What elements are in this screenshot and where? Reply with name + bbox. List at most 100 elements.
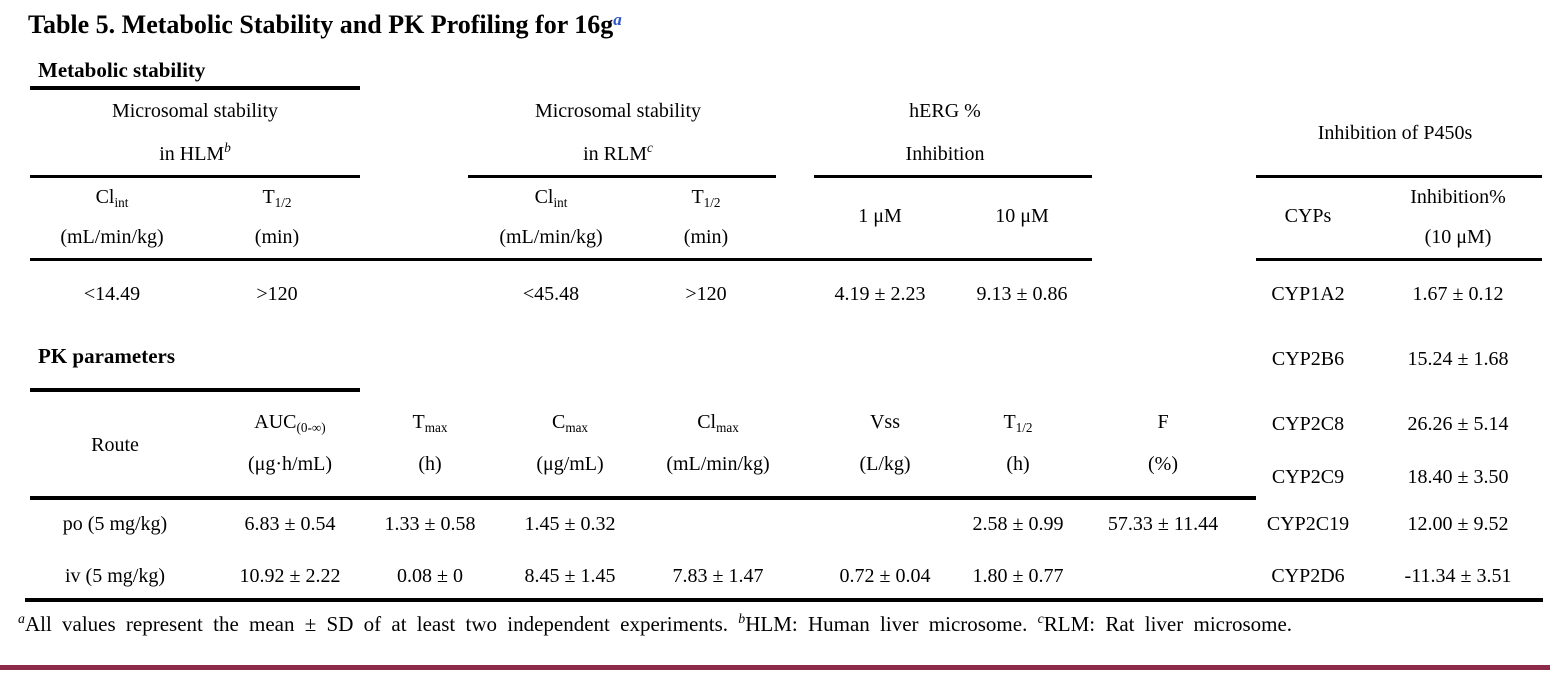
group-header-rlm-line2-text: in RLM [583,143,648,165]
footnote-text-a: All values represent the mean ± SD of at… [24,612,739,636]
pk-col-clmax: Clmax [697,411,739,435]
rule-hlm-group [30,175,360,178]
group-header-p450: Inhibition of P450s [1317,122,1473,144]
pk-po-auc: 6.83 ± 0.54 [244,513,336,535]
section-label-pk-parameters: PK parameters [38,344,176,368]
pk-col-f-unit: (%) [1148,453,1178,475]
col-header-hlm-clint-base: Cl [95,186,115,208]
cyp-value-2c19: 12.00 ± 9.52 [1407,513,1509,535]
col-header-hlm-t12-sub: 1/2 [274,195,292,210]
cyp-name-2c19: CYP2C19 [1266,513,1350,535]
pk-col-vss-unit: (L/kg) [859,453,911,475]
pk-col-auc: AUC(0-∞) [254,411,326,435]
pk-iv-cmax: 8.45 ± 1.45 [524,565,616,587]
pk-col-auc-sub: (0-∞) [296,420,326,435]
pk-col-tmax-sub: max [424,420,448,435]
col-header-hlm-t12-unit: (min) [254,226,300,248]
col-header-hlm-t12-base: T [262,186,275,208]
table-title-footnote-marker: a [613,10,622,29]
pk-col-clmax-unit: (mL/min/kg) [666,453,770,475]
table-footnote: aAll values represent the mean ± SD of a… [18,612,1292,637]
pk-col-vss: Vss [869,411,901,433]
footnote-marker-b: b [738,611,746,626]
pk-po-f: 57.33 ± 11.44 [1107,513,1219,535]
pk-iv-clmax: 7.83 ± 1.47 [672,565,764,587]
col-header-rlm-t12-base: T [691,186,704,208]
cyp-name-2d6: CYP2D6 [1271,565,1345,587]
pk-po-t12: 2.58 ± 0.99 [972,513,1064,535]
col-header-hlm-clint-sub: int [114,195,129,210]
col-header-rlm-t12: T1/2 [691,186,721,210]
rule-under-metabolic-stability [30,86,360,90]
page-accent-rule [0,665,1550,670]
col-header-cyps: CYPs [1284,205,1332,227]
group-header-rlm-line2: in RLMc [583,140,653,165]
col-header-herg-1um: 1 μM [858,205,902,227]
cyp-name-1a2: CYP1A2 [1271,283,1345,305]
pk-iv-t12: 1.80 ± 0.77 [972,565,1064,587]
ms-value-herg-1um: 4.19 ± 2.23 [834,283,926,305]
hlm-footnote-marker: b [224,140,231,155]
pk-po-cmax: 1.45 ± 0.32 [524,513,616,535]
pk-col-tmax-base: T [412,411,425,433]
cyp-value-1a2: 1.67 ± 0.12 [1412,283,1504,305]
rule-table-bottom [25,598,1543,602]
group-header-hlm-line2-text: in HLM [159,143,225,165]
pk-col-tmax: Tmax [412,411,448,435]
pk-po-tmax: 1.33 ± 0.58 [384,513,476,535]
pk-iv-vss: 0.72 ± 0.04 [839,565,931,587]
pk-col-cmax-sub: max [565,420,589,435]
table-title-text: Table 5. Metabolic Stability and PK Prof… [28,10,614,39]
pk-col-tmax-unit: (h) [418,453,442,475]
col-header-hlm-t12: T1/2 [262,186,292,210]
col-header-herg-10um: 10 μM [995,205,1049,227]
footnote-marker-c: c [1037,611,1044,626]
pk-col-t12-unit: (h) [1006,453,1030,475]
group-header-herg-line1: hERG % [909,100,981,122]
group-header-rlm-line1: Microsomal stability [534,100,702,122]
pk-col-t12: T1/2 [1003,411,1033,435]
pk-po-route: po (5 mg/kg) [62,513,168,535]
col-header-rlm-clint: Clint [534,186,568,210]
cyp-name-2c9: CYP2C9 [1271,466,1345,488]
cyp-value-2b6: 15.24 ± 1.68 [1407,348,1509,370]
pk-col-clmax-sub: max [716,420,739,435]
pk-iv-auc: 10.92 ± 2.22 [239,565,341,587]
cyp-value-2c9: 18.40 ± 3.50 [1407,466,1509,488]
pk-col-route: Route [91,434,139,456]
cyp-name-2b6: CYP2B6 [1271,348,1345,370]
rule-rlm-group [468,175,776,178]
ms-value-rlm-clint: <45.48 [522,283,580,305]
rlm-footnote-marker: c [647,140,653,155]
col-header-rlm-clint-base: Cl [534,186,554,208]
footnote-text-c: RLM: Rat liver microsome. [1043,612,1293,636]
group-header-hlm-line2: in HLMb [159,140,231,165]
pk-col-t12-sub: 1/2 [1015,420,1033,435]
pk-col-clmax-base: Cl [697,411,717,433]
rule-under-pk-parameters [30,388,360,392]
cyp-value-2c8: 26.26 ± 5.14 [1407,413,1509,435]
col-header-hlm-clint: Clint [95,186,129,210]
pk-col-auc-base: AUC [254,411,297,433]
pk-col-t12-base: T [1003,411,1016,433]
cyp-value-2d6: -11.34 ± 3.51 [1404,565,1512,587]
pk-col-f: F [1157,411,1169,433]
rule-p450-group [1256,175,1542,178]
col-header-inhibition-pct: Inhibition% [1410,186,1506,208]
footnote-text-b: HLM: Human liver microsome. [745,612,1038,636]
rule-under-pk-headers [30,496,1256,500]
col-header-rlm-t12-sub: 1/2 [703,195,721,210]
col-header-hlm-clint-unit: (mL/min/kg) [60,226,164,248]
ms-value-rlm-t12: >120 [685,283,727,305]
pk-col-cmax: Cmax [552,411,589,435]
ms-value-hlm-clint: <14.49 [83,283,141,305]
pk-iv-route: iv (5 mg/kg) [65,565,165,587]
pk-iv-tmax: 0.08 ± 0 [397,565,463,587]
ms-value-hlm-t12: >120 [256,283,298,305]
group-header-hlm-line1: Microsomal stability [111,100,279,122]
rule-under-p450-headers [1256,258,1542,261]
pk-col-cmax-unit: (μg/mL) [536,453,604,475]
col-header-rlm-clint-sub: int [553,195,568,210]
col-header-rlm-clint-unit: (mL/min/kg) [499,226,603,248]
